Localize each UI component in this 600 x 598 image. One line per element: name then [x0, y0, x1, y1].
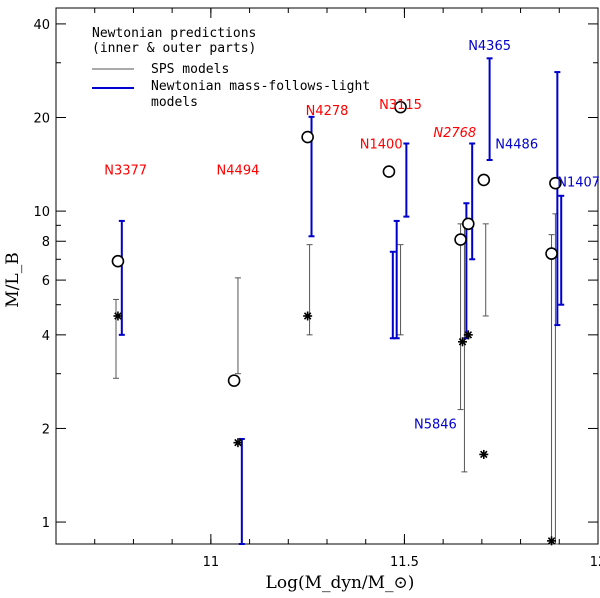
asterisk-point — [233, 438, 243, 448]
y-tick-label: 20 — [33, 112, 50, 127]
asterisk-stroke — [547, 537, 556, 545]
circle-point — [477, 173, 491, 187]
legend-mfl-label-line2: models — [151, 95, 198, 110]
y-tick-label: 4 — [42, 329, 50, 344]
galaxy-label: N3377 — [104, 164, 147, 179]
asterisk-point — [458, 337, 467, 347]
x-tick-label: 11.5 — [390, 555, 419, 570]
galaxy-label: N5846 — [414, 417, 457, 432]
galaxy-label: N2768 — [433, 126, 476, 141]
circle-point — [227, 374, 241, 387]
y-tick-label: 1 — [42, 516, 50, 531]
circle-point — [301, 130, 314, 144]
circle-point — [549, 176, 562, 190]
x-tick-label: 12 — [590, 555, 600, 570]
y-tick-label: 40 — [33, 18, 50, 33]
data-markers — [111, 100, 562, 546]
asterisk-point — [479, 449, 489, 459]
y-tick-label: 6 — [42, 274, 50, 289]
circle-point — [111, 254, 125, 268]
asterisk-point — [303, 311, 313, 321]
circle-point — [382, 165, 396, 178]
x-tick-label: 11 — [203, 555, 220, 570]
asterisk-stroke — [464, 331, 473, 339]
galaxy-label: N4486 — [495, 137, 538, 152]
legend-title-line2: (inner & outer parts) — [92, 41, 256, 56]
legend: Newtonian predictions (inner & outer par… — [92, 26, 370, 110]
asterisk-point — [113, 311, 123, 321]
circle-point — [454, 233, 467, 246]
legend-title-line1: Newtonian predictions — [92, 26, 256, 41]
asterisk-stroke — [114, 312, 122, 320]
y-tick-label: 8 — [42, 235, 50, 250]
y-tick-label: 2 — [42, 422, 50, 437]
galaxy-label: N4365 — [468, 39, 511, 54]
galaxy-label: N1407 — [557, 175, 600, 190]
asterisk-point — [463, 330, 473, 340]
asterisk-stroke — [458, 338, 467, 346]
galaxy-labels: N3377 N4494 N4278 N3115 N1400 N2768 N4365 N4486… — [104, 39, 600, 433]
galaxy-label: N3115 — [379, 98, 422, 113]
circle-point — [462, 217, 475, 231]
legend-mfl-label-line1: Newtonian mass-follows-light — [151, 79, 370, 94]
galaxy-label: N4494 — [217, 164, 260, 179]
galaxy-label: N4278 — [306, 104, 349, 119]
y-axis-title: M/L_B — [3, 252, 23, 307]
legend-sps-label: SPS models — [151, 62, 229, 77]
asterisk-stroke — [480, 450, 488, 459]
mfl-error-bars — [118, 57, 565, 545]
asterisk-stroke — [303, 312, 312, 320]
asterisk-point — [547, 536, 557, 546]
y-tick-label: 10 — [33, 205, 50, 220]
asterisk-stroke — [234, 438, 242, 447]
x-axis-title: Log(M_dyn/M_⊙) — [266, 573, 415, 593]
galaxy-label: N1400 — [360, 137, 403, 152]
sps-error-bars — [113, 213, 559, 545]
circle-point — [394, 100, 407, 114]
circle-point — [545, 247, 558, 260]
